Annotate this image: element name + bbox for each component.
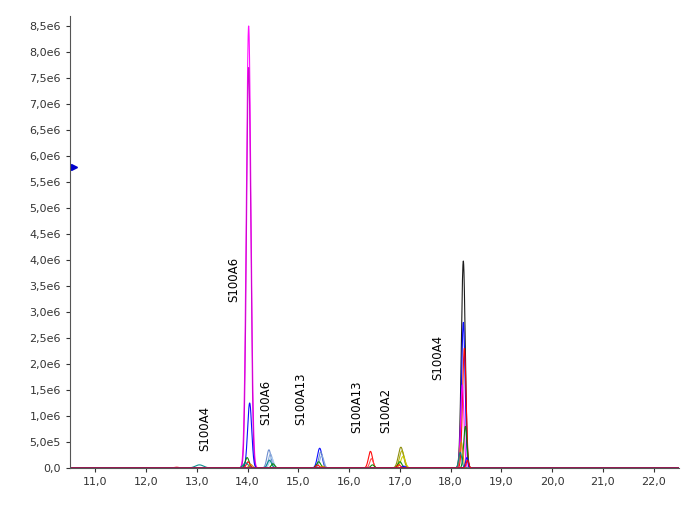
- Text: S100A4: S100A4: [198, 406, 211, 451]
- Text: S100A13: S100A13: [350, 380, 363, 433]
- Text: S100A6: S100A6: [227, 256, 240, 302]
- Text: S100A6: S100A6: [259, 380, 272, 425]
- Text: S100A13: S100A13: [295, 372, 307, 425]
- Text: S100A4: S100A4: [431, 334, 444, 380]
- Text: S100A2: S100A2: [379, 387, 392, 433]
